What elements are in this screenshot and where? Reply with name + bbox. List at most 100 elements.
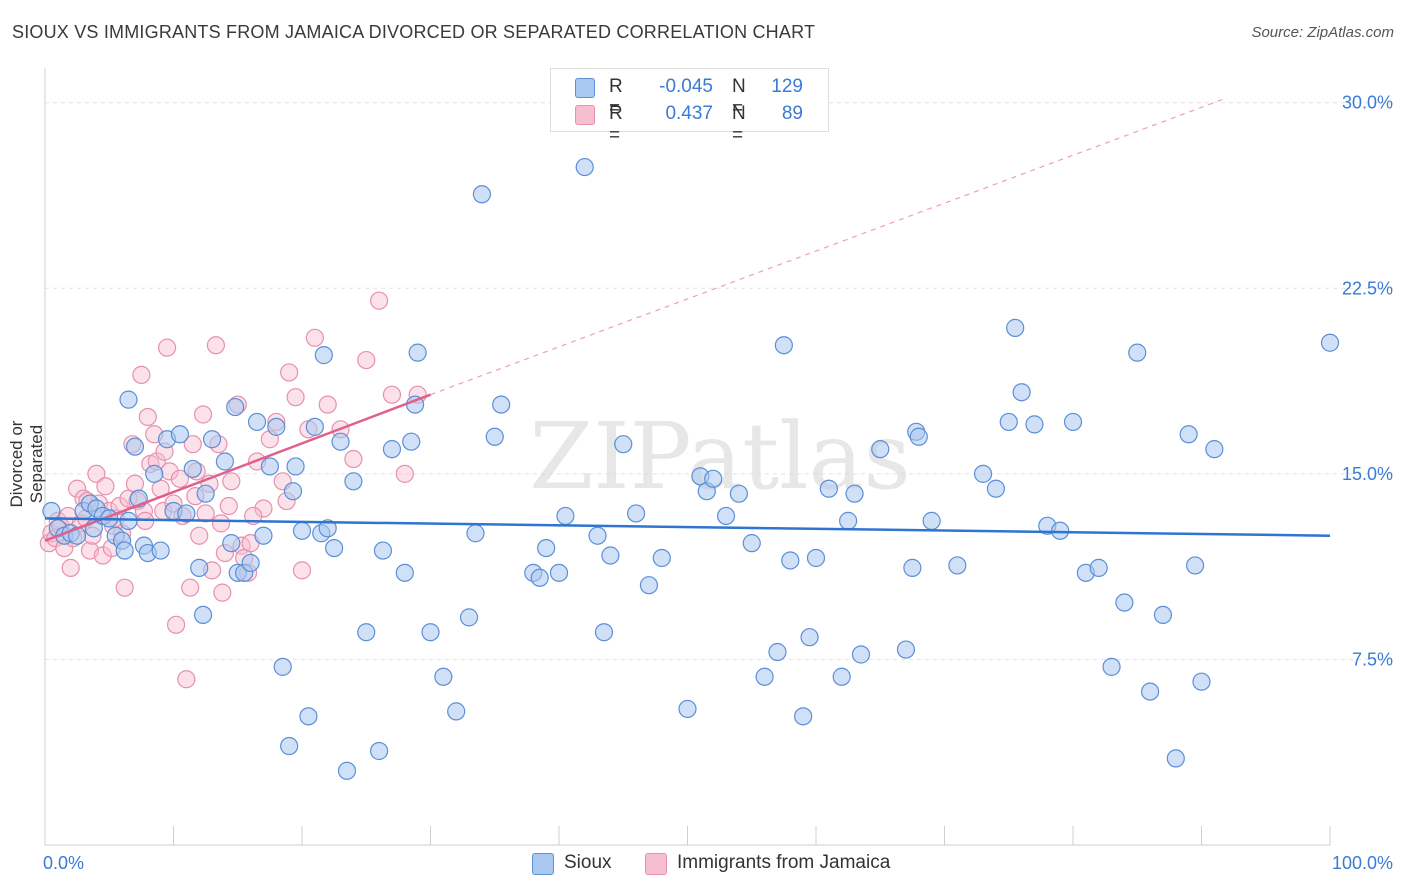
sioux-point	[305, 417, 324, 436]
sioux-point	[459, 608, 479, 627]
sioux-point	[948, 556, 967, 575]
sioux-point	[280, 736, 299, 756]
sioux-point	[1185, 556, 1205, 575]
sioux-point	[241, 553, 260, 573]
jamaica-point	[181, 578, 200, 597]
sioux-point	[357, 623, 376, 642]
jamaica-point	[193, 405, 213, 424]
sioux-point	[819, 479, 838, 498]
sioux-point	[781, 551, 800, 570]
jamaica-point	[254, 499, 273, 518]
y-tick-label: 15.0%	[1342, 464, 1393, 484]
sioux-point	[119, 390, 138, 409]
sioux-point	[716, 506, 736, 526]
x-tick-label: 0.0%	[43, 853, 84, 873]
jamaica-point	[286, 388, 305, 407]
series-legend: Sioux Immigrants from Jamaica	[0, 852, 1406, 878]
jamaica-point	[170, 469, 190, 488]
sioux-point	[1006, 318, 1025, 337]
y-tick-label: 22.5%	[1342, 278, 1393, 298]
sioux-point	[331, 432, 350, 451]
sioux-point	[492, 395, 511, 414]
sioux-point	[395, 563, 414, 582]
jamaica-point	[370, 291, 389, 310]
jamaica-point	[280, 363, 299, 382]
sioux-point	[1025, 415, 1044, 434]
sioux-point	[447, 702, 466, 721]
sioux-point	[434, 667, 453, 686]
sioux-point	[286, 457, 305, 476]
jamaica-point	[196, 504, 215, 523]
sioux-swatch	[575, 78, 595, 98]
sioux-point	[408, 343, 427, 362]
sioux-point	[314, 346, 333, 365]
sioux-point	[145, 464, 164, 483]
sioux-point	[704, 469, 723, 488]
n-label: N =	[732, 76, 746, 119]
sioux-point	[530, 568, 549, 587]
jamaica-point	[344, 449, 363, 469]
jamaica-point	[206, 336, 226, 355]
sioux-point	[742, 534, 761, 553]
sioux-point	[845, 484, 864, 503]
sioux-point	[839, 511, 858, 530]
sioux-point	[115, 541, 134, 560]
jamaica-point	[87, 464, 106, 483]
sioux-point	[373, 541, 393, 560]
jamaica-trend-extension	[430, 97, 1228, 396]
legend-label: Sioux	[564, 852, 612, 873]
jamaica-point	[115, 578, 134, 597]
sioux-point	[283, 482, 303, 501]
sioux-point	[794, 707, 813, 726]
sioux-point	[896, 640, 916, 659]
sioux-point	[639, 576, 659, 595]
sioux-point	[370, 741, 389, 761]
sioux-point	[190, 558, 209, 577]
sioux-point	[1128, 343, 1147, 362]
jamaica-point	[213, 583, 232, 602]
n-value: 129	[771, 76, 803, 97]
sioux-point	[973, 464, 993, 483]
sioux-point	[768, 642, 787, 662]
y-axis-label: Divorced or Separated	[7, 420, 46, 508]
sioux-point	[909, 427, 928, 446]
sioux-point	[226, 397, 245, 417]
sioux-point	[177, 504, 196, 523]
sioux-point	[196, 484, 215, 503]
x-tick-labels: 0.0% 100.0%	[43, 853, 1393, 873]
trend-lines	[44, 97, 1331, 542]
sioux-point	[183, 459, 202, 479]
x-tick-label: 100.0%	[1332, 853, 1393, 873]
sioux-point	[193, 605, 213, 625]
jamaica-point	[219, 496, 238, 516]
sioux-point	[999, 412, 1018, 432]
jamaica-point	[68, 479, 87, 498]
sioux-point	[1063, 412, 1083, 432]
sioux-point	[1153, 605, 1173, 625]
r-value: -0.045	[659, 76, 713, 97]
legend-label: Immigrants from Jamaica	[677, 852, 891, 873]
sioux-point	[556, 506, 575, 526]
jamaica-point	[61, 558, 80, 577]
sioux-point	[292, 521, 312, 540]
sioux-point	[1205, 440, 1224, 459]
y-tick-label: 7.5%	[1352, 649, 1393, 669]
sioux-point	[119, 511, 138, 530]
sioux-point	[922, 511, 941, 530]
sioux-point	[575, 157, 594, 177]
sioux-point	[774, 336, 793, 355]
jamaica-point	[318, 395, 337, 414]
sioux-point	[337, 761, 357, 780]
sioux-swatch	[532, 853, 554, 875]
sioux-point	[1140, 682, 1160, 701]
sioux-trend-line	[44, 517, 1331, 537]
sioux-point	[1115, 593, 1134, 612]
source-credit: Source: ZipAtlas.com	[1251, 24, 1394, 41]
sioux-point	[1012, 383, 1031, 402]
r-value: 0.437	[665, 103, 713, 124]
sioux-point	[151, 541, 170, 560]
n-value: 89	[781, 103, 803, 124]
sioux-point	[806, 548, 826, 568]
jamaica-point	[183, 435, 202, 454]
